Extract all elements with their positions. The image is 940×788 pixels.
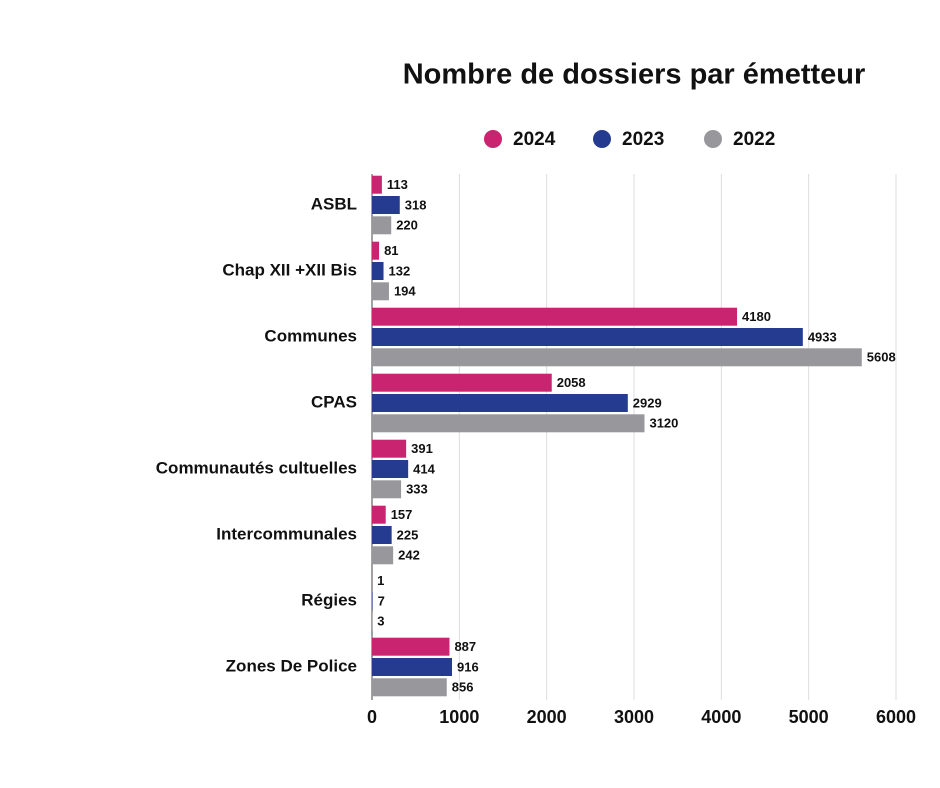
value-label: 916 (457, 659, 479, 674)
value-label: 1 (377, 573, 384, 588)
category-label: CPAS (311, 392, 357, 411)
bar (372, 216, 392, 235)
value-label: 856 (452, 680, 474, 695)
value-label: 318 (405, 197, 427, 212)
category-label: ASBL (311, 194, 357, 213)
legend-marker (484, 130, 502, 148)
value-label: 2929 (633, 395, 662, 410)
bar (372, 439, 407, 458)
x-tick-label: 5000 (789, 707, 829, 727)
value-label: 4933 (808, 329, 837, 344)
value-label: 414 (413, 461, 435, 476)
category-label: Zones De Police (226, 656, 357, 675)
value-label: 157 (391, 507, 413, 522)
value-label: 81 (384, 243, 398, 258)
bar (372, 394, 628, 412)
category-label: Communautés cultuelles (156, 458, 357, 477)
value-label: 225 (397, 527, 419, 542)
value-label: 113 (387, 177, 408, 192)
bar (372, 658, 452, 676)
legend-label: 2022 (733, 129, 775, 150)
grid (371, 174, 897, 700)
bar (372, 637, 450, 656)
bar (372, 328, 803, 346)
category-label: Communes (264, 326, 357, 345)
bar (372, 282, 389, 301)
bar (372, 505, 386, 524)
x-tick-label: 3000 (614, 707, 654, 727)
x-tick-label: 1000 (439, 707, 479, 727)
category-label: Intercommunales (216, 524, 357, 543)
value-label: 887 (454, 639, 476, 654)
bar (372, 526, 392, 544)
bar (372, 460, 409, 478)
x-tick-label: 2000 (527, 707, 567, 727)
bar (372, 348, 862, 367)
bar (372, 592, 373, 610)
category-label: Régies (301, 590, 357, 609)
legend-marker (593, 130, 611, 148)
value-label: 5608 (867, 350, 896, 365)
bar (372, 307, 738, 326)
bar (372, 241, 380, 260)
bar (372, 175, 382, 194)
x-tick-label: 4000 (701, 707, 741, 727)
bar (372, 546, 394, 565)
bar (372, 480, 402, 499)
value-label: 132 (389, 263, 411, 278)
x-tick-label: 0 (367, 707, 377, 727)
chart-title: Nombre de dossiers par émetteur (403, 59, 866, 91)
bar (372, 678, 447, 697)
x-tick-label: 6000 (876, 707, 916, 727)
legend-label: 2023 (622, 129, 664, 150)
bar (372, 373, 552, 392)
legend-marker (704, 130, 722, 148)
value-label: 220 (396, 218, 418, 233)
category-label: Chap XII +XII Bis (222, 260, 357, 279)
value-label: 242 (398, 548, 420, 563)
value-label: 3120 (649, 416, 678, 431)
value-label: 391 (411, 441, 433, 456)
value-label: 2058 (557, 375, 586, 390)
value-label: 4180 (742, 309, 771, 324)
value-label: 7 (378, 593, 385, 608)
legend-label: 2024 (513, 129, 556, 150)
bar (372, 262, 384, 280)
value-label: 194 (394, 284, 416, 299)
value-label: 3 (377, 614, 384, 629)
bar (372, 414, 645, 433)
bar (372, 196, 400, 214)
value-label: 333 (406, 482, 428, 497)
